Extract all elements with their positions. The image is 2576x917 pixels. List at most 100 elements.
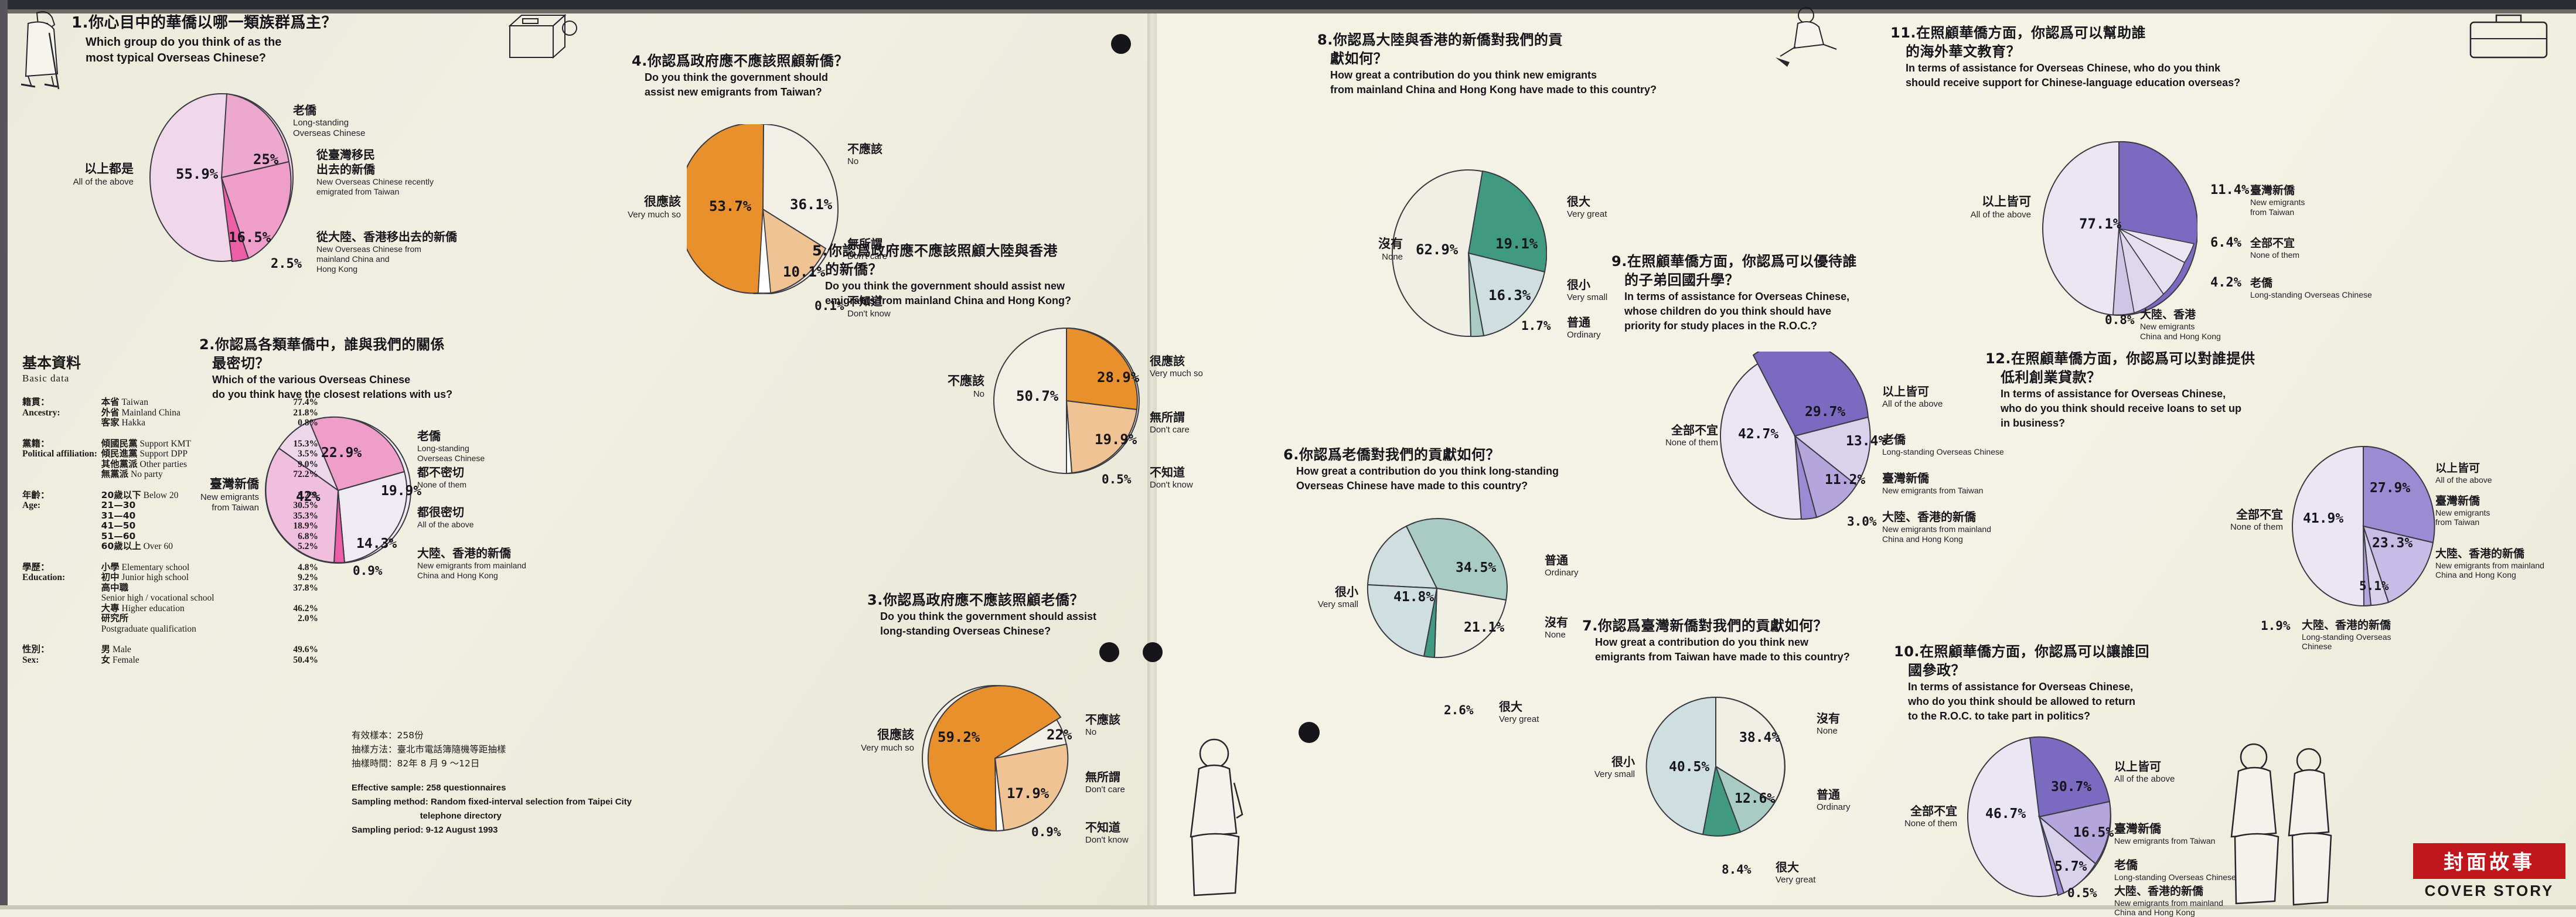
q5-legend-dont-know: 不知道 Don't know	[1150, 465, 1193, 490]
q3-legend-very-much: 很應該 Very much so	[861, 728, 914, 753]
q2-value-0: 42%	[296, 489, 321, 504]
q2-legend-none-close: 都不密切 None of them	[417, 465, 467, 489]
q1-legend-tw-new: 從臺灣移民 出去的新僑 New Overseas Chinese recentl…	[316, 148, 434, 196]
basic-data-title-cn: 基本資料	[22, 354, 81, 371]
method-cn-line-2: 抽樣方法：臺北市電話簿隨機等距抽樣	[352, 744, 506, 755]
q10-value-4: 0.5%	[2067, 886, 2097, 900]
q9-value-0: 42.7%	[1738, 427, 1779, 442]
q12-legend-all-above: 以上皆可 All of the above	[2435, 462, 2492, 485]
q8-value-1: 19.1%	[1495, 236, 1538, 252]
table-row: 黨籍： Political affiliation: 傾國民黨 Support …	[22, 438, 318, 480]
standing-woman-illustration	[1190, 738, 1243, 896]
q1-pie-chart	[149, 93, 294, 263]
basic-row-values: 本省 Taiwan 外省 Mainland China 客家 Hakka	[101, 397, 180, 428]
q7-title: 7.你認爲臺灣新僑對我們的貢獻如何？ How great a contribut…	[1582, 618, 1850, 663]
q3-title: 3.你認爲政府應不應該照顧老僑？ Do you think the govern…	[867, 592, 1097, 637]
q4-legend-very-much: 很應該 Very much so	[628, 195, 681, 220]
top-border-secondary	[0, 9, 2576, 13]
bottom-edge	[0, 905, 2576, 909]
basic-row-values: 男 Male 女 Female	[101, 644, 139, 665]
q8-legend-none: 沒有 None	[1378, 237, 1403, 262]
q9-value-4: 3.0%	[1847, 514, 1877, 529]
couple-illustration	[2230, 743, 2332, 906]
q8-pie-chart	[1392, 169, 1547, 338]
q10-title: 10.在照顧華僑方面，你認爲可以讓誰回 國參政？ In terms of ass…	[1894, 643, 2150, 722]
q4-legend-dont-know: 不知道 Don't know	[847, 294, 891, 319]
q11-pie-chart	[2042, 141, 2197, 316]
table-row: 性別： Sex: 男 Male 女 Female 49.6% 50.4%	[22, 644, 318, 666]
method-cn-line-3: 抽樣時間：82年 8 月 9 ～12日	[352, 758, 480, 769]
q5-legend-no: 不應該 No	[948, 374, 984, 399]
q3-value-1: 22%	[1047, 727, 1072, 743]
q10-pie-chart	[1967, 736, 2111, 897]
q12-value-2: 23.3%	[2372, 536, 2413, 551]
q7-pie-chart	[1645, 696, 1786, 837]
q8-value-0: 62.9%	[1416, 241, 1459, 258]
q7-value-0: 40.5%	[1669, 759, 1710, 775]
q7-legend-very-small: 很小 Very small	[1594, 755, 1635, 779]
q2-value-3: 14.3%	[356, 536, 397, 551]
q4-value-2: 10.1%	[783, 264, 826, 280]
q1-value-2: 16.5%	[229, 229, 271, 246]
q4-legend-no: 不應該 No	[847, 142, 882, 166]
decorative-dot	[1143, 642, 1163, 662]
q12-title: 12.在照顧華僑方面，你認爲可以對誰提供 低利創業貸款？ In terms of…	[1985, 350, 2255, 429]
cover-story-en: COVER STORY	[2424, 882, 2554, 899]
q11-legend-tw-new: 臺灣新僑 New emigrants from Taiwan	[2250, 184, 2305, 217]
basic-row-key: 籍貫： Ancestry:	[22, 397, 60, 418]
q10-legend-none-of-them: 全部不宜 None of them	[1904, 804, 1957, 829]
basic-row-pcts: 77.4% 21.8% 0.8%	[293, 397, 318, 428]
q3-legend-no: 不應該 No	[1085, 713, 1120, 737]
q6-value-3: 2.6%	[1444, 703, 1474, 717]
basic-row-pcts: 3.2% 30.5% 35.3% 18.9% 6.8% 5.2%	[293, 490, 318, 552]
method-cn-line-1: 有效樣本：258份	[352, 730, 424, 741]
q12-value-3: 5.1%	[2359, 579, 2389, 593]
q6-value-0: 41.8%	[1393, 589, 1434, 605]
basic-row-key: 黨籍： Political affiliation:	[22, 438, 97, 459]
q12-legend-none-of-them: 全部不宜 None of them	[2230, 507, 2283, 532]
q8-value-3: 1.7%	[1521, 319, 1551, 333]
q1-legend-mc-new: 從大陸、香港移出去的新僑 New Overseas Chinese from m…	[316, 230, 457, 274]
q7-value-2: 12.6%	[1735, 791, 1776, 806]
table-row: 籍貫： Ancestry: 本省 Taiwan 外省 Mainland Chin…	[22, 397, 318, 429]
q2-legend-long-standing: 老僑 Long-standing Overseas Chinese	[417, 429, 485, 463]
q9-value-1: 29.7%	[1805, 404, 1846, 420]
q6-legend-none: 沒有 None	[1545, 615, 1568, 640]
q2-title: 2.你認爲各類華僑中，誰與我們的關係 最密切？ Which of the var…	[199, 336, 453, 400]
basic-row-values: 小學 Elementary school 初中 Junior high scho…	[101, 561, 214, 634]
q8-title: 8.你認爲大陸與香港的新僑對我們的貢 獻如何？ How great a cont…	[1317, 32, 1657, 96]
q9-legend-long-standing: 老僑 Long-standing Overseas Chinese	[1882, 432, 2004, 456]
suitcase-illustration	[2469, 14, 2548, 59]
table-row: 學歷： Education: 小學 Elementary school 初中 J…	[22, 561, 318, 635]
q9-pie-chart	[1720, 352, 1871, 520]
q8-legend-very-small: 很小 Very small	[1567, 278, 1608, 302]
q6-pie-chart	[1367, 517, 1508, 659]
table-row: 年齡： Age: 20歲以下 Below 20 21—30 31—40 41—5…	[22, 490, 318, 553]
q8-value-2: 16.3%	[1488, 287, 1531, 304]
q5-value-1: 28.9%	[1097, 369, 1140, 386]
q11-legend-mc-hk: 大陸、香港 New emigrants China and Hong Kong	[2140, 308, 2221, 341]
q9-legend-all-above: 以上皆可 All of the above	[1882, 384, 1943, 409]
q9-title: 9.在照顧華僑方面，你認爲可以優待誰 的子弟回國升學？ In terms of …	[1611, 253, 1857, 332]
q12-legend-tw-new: 臺灣新僑 New emigrants from Taiwan	[2435, 495, 2490, 527]
basic-row-key: 性別： Sex:	[22, 644, 50, 665]
cover-story-cn: 封面故事	[2413, 843, 2565, 879]
q1-legend-all-above: 以上都是 All of the above	[73, 162, 134, 187]
q5-value-3: 0.5%	[1102, 472, 1132, 486]
q3-value-0: 59.2%	[938, 729, 980, 745]
q11-value-3: 4.2%	[2210, 275, 2241, 290]
basic-row-values: 20歲以下 Below 20 21—30 31—40 41—50 51—60 6…	[101, 489, 179, 551]
basic-row-pcts: 49.6% 50.4%	[293, 645, 318, 665]
basic-row-key: 年齡： Age:	[22, 489, 50, 510]
q12-value-4: 1.9%	[2261, 619, 2291, 633]
page-gutter	[1147, 0, 1157, 909]
q2-value-2: 19.9%	[381, 483, 422, 499]
q5-legend-dont-care: 無所謂 Don't care	[1150, 410, 1190, 435]
q10-legend-all-above: 以上皆可 All of the above	[2114, 759, 2175, 784]
q5-value-0: 50.7%	[1016, 388, 1059, 404]
basic-row-pcts: 4.8% 9.2% 37.8% 46.2% 2.0%	[293, 562, 318, 624]
q4-pie-chart	[687, 124, 839, 294]
q11-value-1: 11.4%	[2210, 183, 2250, 197]
q11-title: 11.在照顧華僑方面，你認爲可以幫助誰 的海外華文教育？ In terms of…	[1890, 25, 2241, 88]
